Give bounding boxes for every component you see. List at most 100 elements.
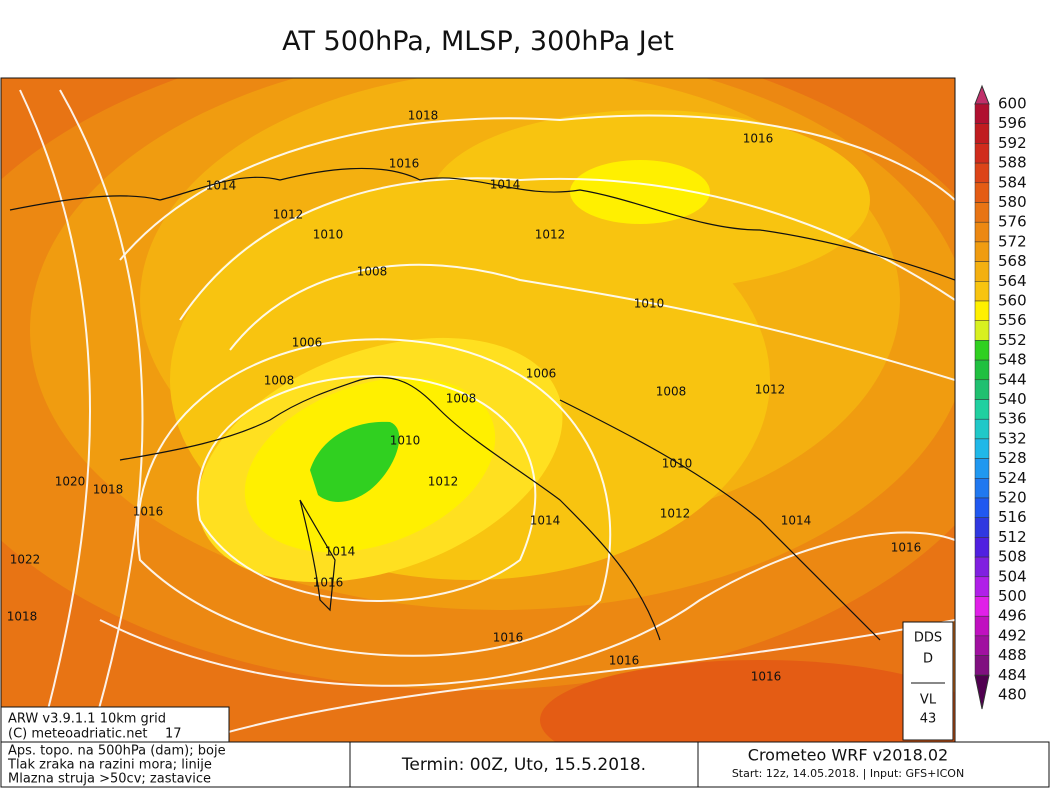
- footer: [0, 741, 1050, 788]
- colorbar-label: 504: [998, 567, 1027, 585]
- legend-line: Tlak zraka na razini mora; linije: [7, 758, 212, 773]
- colorbar-swatch: [974, 281, 990, 302]
- colorbar-swatch: [974, 241, 990, 262]
- isobar-label: 1010: [390, 434, 421, 448]
- colorbar-swatch: [974, 478, 990, 499]
- map: 1018 1016 1014 1012 1010 1008 1006 1008 1014 1012…: [1, 78, 955, 742]
- border: [559, 399, 881, 641]
- colorbar-label: 584: [998, 173, 1027, 191]
- colorbar-cap: [974, 84, 990, 105]
- colorbar-swatch: [974, 103, 990, 124]
- isobar-label: 1018: [408, 109, 439, 123]
- colorbar-label: 572: [998, 232, 1027, 250]
- title: AT 500hPa, MLSP, 300hPa Jet: [282, 26, 674, 57]
- colorbar-swatch: [974, 556, 990, 578]
- model-text: ARW v3.9.1.1 10km grid: [8, 712, 166, 727]
- colorbar-label: 564: [998, 272, 1027, 290]
- dds-label: VL: [920, 693, 937, 708]
- field: [540, 660, 955, 742]
- colorbar-label: 552: [998, 331, 1027, 349]
- isobar-label: 1012: [273, 208, 304, 222]
- colorbar-swatch: [974, 438, 990, 459]
- isobar-label: 1016: [493, 631, 524, 645]
- colorbar-label: 556: [998, 311, 1027, 329]
- colorbar-label: 600: [998, 95, 1027, 113]
- colorbar-label: 484: [998, 666, 1027, 684]
- colorbar-swatch: [974, 635, 990, 656]
- isobar-label: 1010: [662, 457, 693, 471]
- colorbar-swatch: [974, 615, 990, 637]
- colorbar-label: 508: [998, 548, 1027, 566]
- run-subtitle: Start: 12z, 14.05.2018. | Input: GFS+ICO…: [732, 767, 964, 780]
- colorbar-swatch: [974, 340, 990, 361]
- isobar-label: 1010: [634, 297, 665, 311]
- model-text: 17: [165, 727, 182, 742]
- colorbar-label: 592: [998, 134, 1027, 152]
- dds-label: D: [923, 652, 933, 667]
- dds-box: [902, 621, 954, 741]
- colorbar-label: 492: [998, 626, 1027, 644]
- isobar-label: 1016: [609, 654, 640, 668]
- isobar-label: 1016: [751, 670, 782, 684]
- colorbar-label: 580: [998, 193, 1027, 211]
- isobar: [199, 619, 955, 741]
- run-title: Crometeo WRF v2018.02: [748, 746, 948, 765]
- isobar-label: 1018: [93, 483, 124, 497]
- colorbar-label: 480: [998, 686, 1027, 704]
- colorbar-label: 536: [998, 410, 1027, 428]
- colorbar-swatch: [974, 576, 990, 597]
- isobar-label: 1008: [264, 374, 295, 388]
- colorbar-swatch: [974, 320, 990, 341]
- model-box: [0, 706, 230, 743]
- isobar: [196, 375, 537, 602]
- colorbar-label: 548: [998, 351, 1027, 369]
- isobar-label: 1014: [325, 545, 356, 559]
- isobar: [136, 338, 612, 657]
- colorbar-swatch: [974, 497, 990, 518]
- colorbar-swatch: [974, 379, 990, 400]
- isobar-label: 1016: [891, 541, 922, 555]
- colorbar-label: 540: [998, 390, 1027, 408]
- field: [310, 421, 400, 502]
- isobar-label: 1020: [55, 475, 86, 489]
- colorbar-swatch: [974, 300, 990, 321]
- isobar-label: 1012: [660, 507, 691, 521]
- colorbar-label: 596: [998, 114, 1027, 132]
- border: [9, 167, 955, 281]
- colorbar-swatch: [974, 261, 990, 282]
- isobar-label: 1006: [292, 336, 323, 350]
- colorbar-label: 544: [998, 370, 1027, 388]
- isobar-label: 1012: [755, 383, 786, 397]
- isobar: [229, 263, 955, 381]
- legend-line: Mlazna struja >50cv; zastavice: [8, 772, 211, 787]
- coastline: [299, 499, 336, 612]
- colorbar-label: 496: [998, 607, 1027, 625]
- isobar: [119, 114, 955, 261]
- isobar: [99, 531, 955, 687]
- colorbar-swatch: [974, 418, 990, 440]
- isobar-label: 1008: [357, 265, 388, 279]
- colorbar-label: 516: [998, 508, 1027, 526]
- isobar-label: 1012: [535, 228, 566, 242]
- isobar-label: 1014: [206, 179, 237, 193]
- colorbar-swatch: [974, 221, 990, 243]
- colorbar-label: 576: [998, 213, 1027, 231]
- field: [570, 160, 710, 224]
- colorbar-label: 568: [998, 252, 1027, 270]
- colorbar-swatch: [974, 596, 990, 617]
- dds-label: 43: [920, 712, 937, 727]
- colorbar-cap: [974, 674, 990, 710]
- isobar-label: 1018: [7, 610, 38, 624]
- colorbar-label: 560: [998, 292, 1027, 310]
- isobar-label: 1016: [313, 576, 344, 590]
- isobar-label: 1008: [656, 385, 687, 399]
- isobar-label: 1016: [743, 132, 774, 146]
- colorbar-swatch: [974, 143, 990, 164]
- colorbar-swatch: [974, 202, 990, 223]
- termin: Termin: 00Z, Uto, 15.5.2018.: [401, 755, 646, 775]
- isobar-label: 1014: [781, 514, 812, 528]
- isobar: [179, 177, 955, 321]
- colorbar-label: 588: [998, 154, 1027, 172]
- isobar-label: 1008: [446, 392, 477, 406]
